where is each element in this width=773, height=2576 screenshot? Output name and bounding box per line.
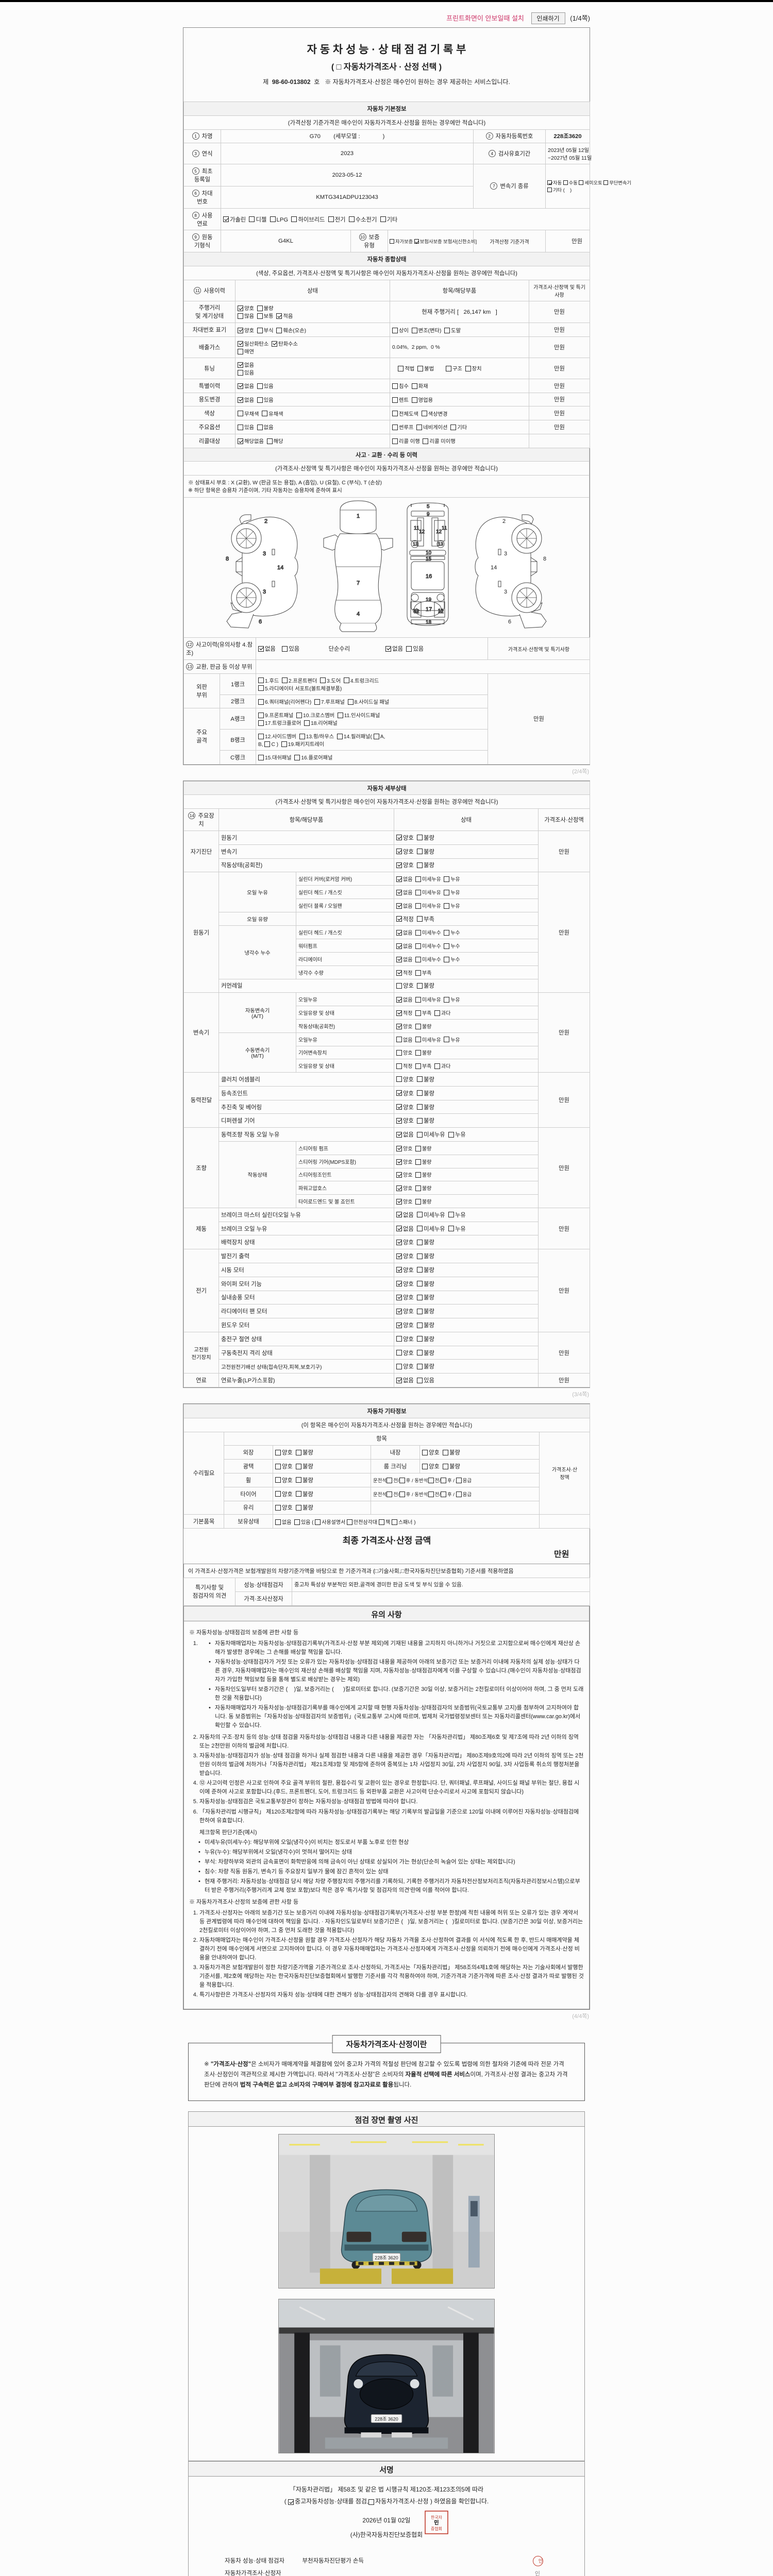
- svg-text:12: 12: [436, 529, 442, 535]
- svg-text:8: 8: [543, 556, 546, 562]
- svg-text:14: 14: [491, 565, 497, 571]
- svg-text:17: 17: [426, 606, 432, 613]
- svg-text:민: 민: [434, 2519, 439, 2526]
- svg-text:6: 6: [259, 619, 262, 625]
- svg-text:7: 7: [357, 580, 360, 586]
- svg-text:9: 9: [427, 512, 430, 517]
- svg-text:15: 15: [426, 556, 432, 562]
- svg-text:10: 10: [426, 550, 432, 556]
- svg-text:11: 11: [442, 526, 447, 531]
- svg-text:3: 3: [504, 589, 507, 595]
- svg-text:12: 12: [419, 529, 425, 535]
- svg-text:5: 5: [427, 504, 430, 510]
- svg-text:18: 18: [426, 620, 432, 625]
- svg-text:228조 3620: 228조 3620: [375, 2417, 398, 2422]
- svg-text:6: 6: [508, 619, 511, 625]
- svg-text:한국자: 한국자: [431, 2515, 443, 2520]
- svg-text:13: 13: [413, 541, 418, 547]
- svg-text:12: 12: [438, 609, 444, 615]
- svg-text:13: 13: [438, 541, 443, 547]
- svg-text:3: 3: [263, 589, 266, 595]
- svg-text:2: 2: [502, 518, 506, 524]
- svg-text:228조 3620: 228조 3620: [375, 2255, 398, 2260]
- svg-text:증협회: 증협회: [431, 2526, 442, 2531]
- svg-text:16: 16: [426, 573, 432, 580]
- svg-text:3: 3: [263, 551, 266, 557]
- svg-text:1: 1: [357, 513, 360, 519]
- svg-text:4: 4: [357, 611, 360, 617]
- svg-text:3: 3: [504, 551, 507, 557]
- svg-text:12: 12: [414, 609, 420, 615]
- svg-text:14: 14: [277, 565, 283, 571]
- svg-text:8: 8: [226, 556, 229, 562]
- svg-text:2: 2: [264, 518, 267, 524]
- svg-text:19: 19: [426, 597, 432, 603]
